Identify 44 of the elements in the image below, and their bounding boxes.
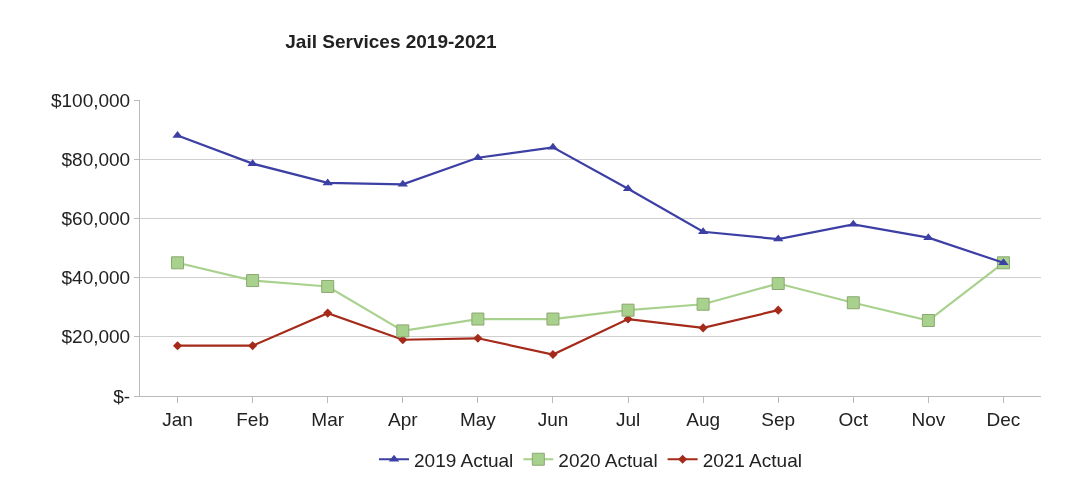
point [321,279,335,293]
point [396,324,410,338]
point [471,312,485,326]
point [246,274,260,288]
point [773,305,783,315]
legend-label: 2019 Actual [414,449,514,471]
x-tick-label: Feb [236,408,270,430]
point [248,341,258,351]
point [921,314,935,328]
point [546,312,560,326]
x-tick-label: Jun [537,408,569,430]
x-tick-label: Oct [838,408,869,430]
chart-title: Jail Services 2019-2021 [285,31,498,53]
x-tick-label: Mar [311,408,345,430]
y-tick-label: $- [113,385,131,407]
legend-label: 2020 Actual [558,449,658,471]
point [323,308,333,318]
point [846,296,860,310]
y-tick-label: $100,000 [50,89,131,111]
x-tick-label: Sep [761,408,796,430]
point [621,303,635,317]
point [322,178,333,186]
x-tick-label: Jul [615,408,641,430]
point [848,219,859,227]
x-tick-label: Nov [911,408,946,430]
x-tick-label: Apr [388,408,419,430]
point [548,350,558,360]
point [397,179,408,187]
x-tick-label: Dec [986,408,1021,430]
point [698,323,708,333]
point [771,277,785,291]
point [696,297,710,311]
x-tick-label: May [459,408,497,430]
y-tick-label: $80,000 [61,148,131,170]
point [998,258,1009,266]
legend-label: 2021 Actual [702,449,802,471]
x-tick-label: Jan [162,408,193,430]
x-tick-label: Aug [686,408,721,430]
y-tick-label: $20,000 [61,326,131,348]
point [473,333,483,343]
point [172,341,183,351]
point [171,256,185,270]
y-tick-label: $40,000 [61,267,131,289]
y-tick-label: $60,000 [61,208,131,230]
